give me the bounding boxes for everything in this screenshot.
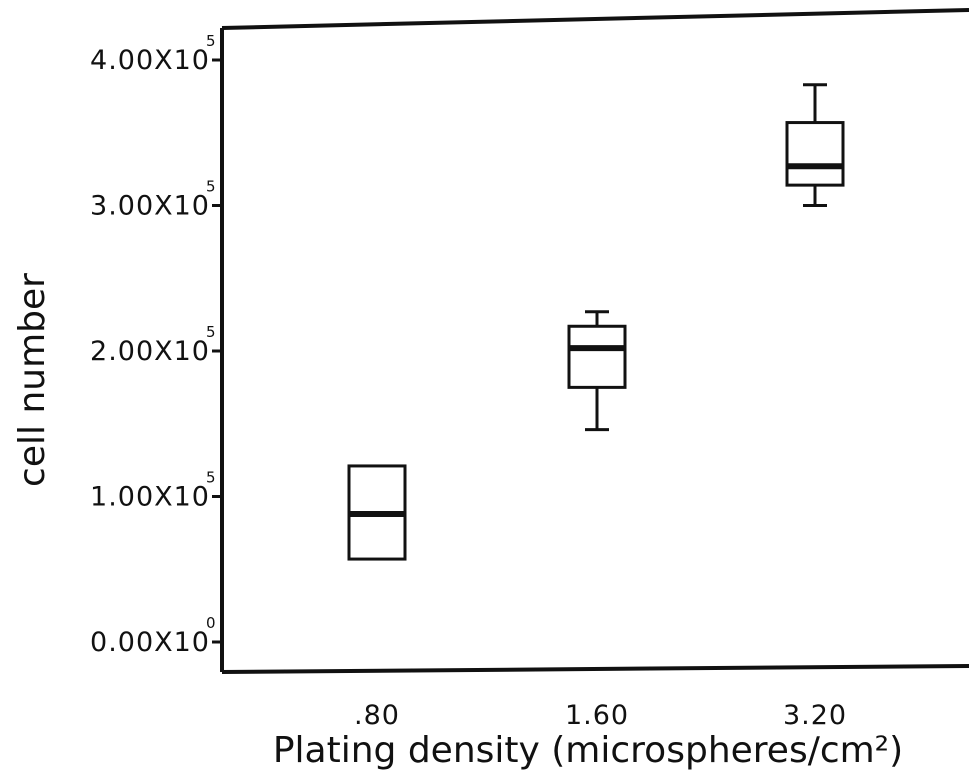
box-1 <box>349 466 405 559</box>
box-iqr <box>787 123 843 186</box>
y-tick-label: 3.00X10 <box>90 191 210 222</box>
y-axis-title: cell number <box>12 273 53 487</box>
y-axis-ticks: 0.00X1001.00X1052.00X1053.00X1054.00X105 <box>90 32 222 658</box>
x-axis-line <box>222 666 969 672</box>
x-tick-label: .80 <box>354 700 400 731</box>
y-tick-exponent: 5 <box>206 323 216 341</box>
y-tick-exponent: 5 <box>206 469 216 487</box>
x-axis-ticks: .80 1.60 3.20 <box>354 700 847 731</box>
box-3 <box>787 85 843 206</box>
box-series <box>349 85 843 559</box>
y-tick-label: 0.00X10 <box>90 627 210 658</box>
x-axis-title: Plating density (microspheres/cm²) <box>273 730 903 771</box>
box-2 <box>569 312 625 430</box>
y-tick-label: 2.00X10 <box>90 336 210 367</box>
top-border-line <box>222 10 969 28</box>
x-tick-label: 3.20 <box>783 700 847 731</box>
x-tick-label: 1.60 <box>565 700 629 731</box>
y-tick-exponent: 5 <box>206 178 216 196</box>
box-iqr <box>569 326 625 387</box>
y-tick-exponent: 0 <box>206 614 216 632</box>
y-tick-label: 1.00X10 <box>90 482 210 513</box>
y-tick-label: 4.00X10 <box>90 45 210 76</box>
y-tick-exponent: 5 <box>206 32 216 50</box>
